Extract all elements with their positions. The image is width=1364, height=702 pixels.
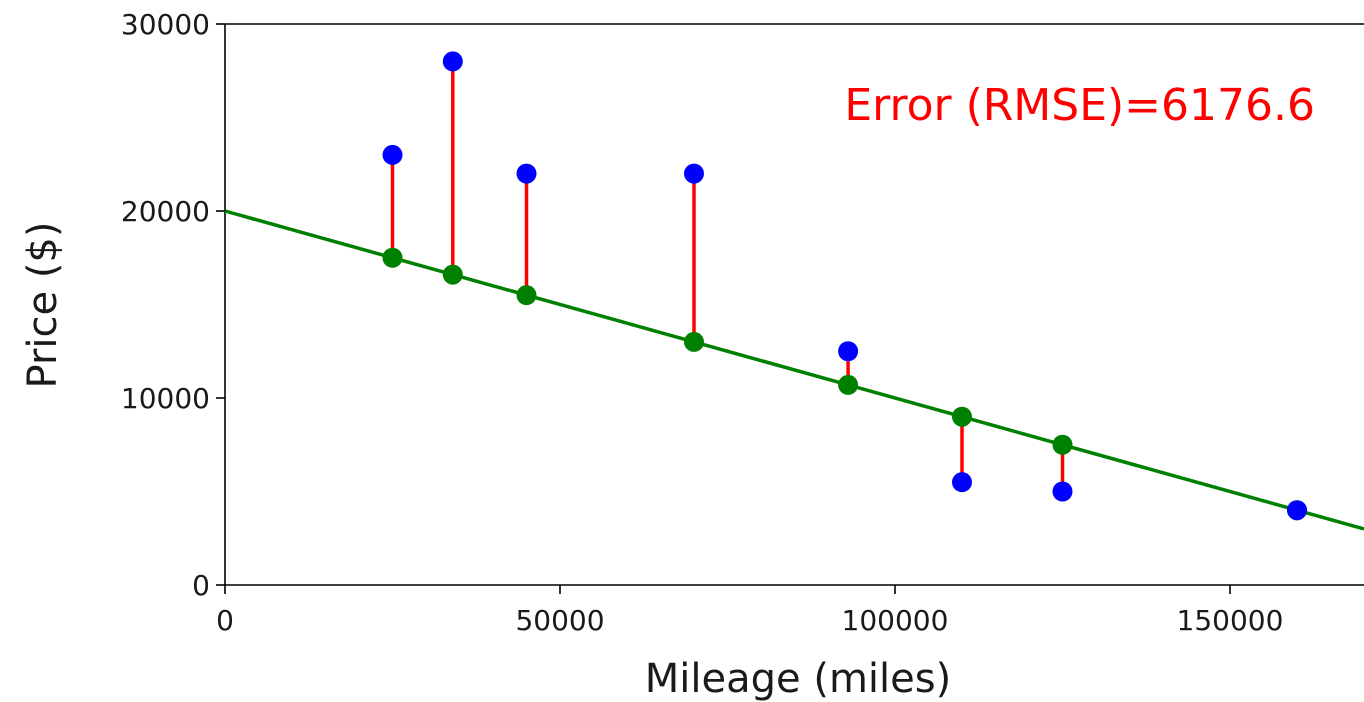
observed-point xyxy=(952,472,972,493)
x-tick-label: 0 xyxy=(216,604,234,637)
observed-point xyxy=(516,163,537,184)
regression-line-group xyxy=(224,209,1364,531)
predicted-point xyxy=(442,264,463,285)
rmse-annotation: Error (RMSE)=6176.6 xyxy=(844,80,1315,131)
observed-point xyxy=(382,144,403,165)
observed-point xyxy=(838,341,859,362)
observed-point xyxy=(1052,481,1073,502)
predicted-point xyxy=(516,285,537,306)
observed-points xyxy=(382,51,1307,521)
y-axis-ticks: 0 10000 20000 30000 xyxy=(121,8,225,602)
y-tick-label: 30000 xyxy=(121,8,210,41)
observed-point xyxy=(442,51,463,72)
predicted-point xyxy=(838,374,859,395)
y-axis-label: Price ($) xyxy=(20,222,66,389)
y-tick-label: 10000 xyxy=(121,382,210,415)
y-tick-label: 20000 xyxy=(121,195,210,228)
x-axis-ticks: 0 50000 100000 150000 xyxy=(216,585,1283,637)
x-tick-label: 100000 xyxy=(842,604,949,637)
axes-frame xyxy=(224,23,1364,586)
predicted-point xyxy=(382,247,403,268)
predicted-points xyxy=(382,247,1307,521)
predicted-point xyxy=(684,331,704,352)
x-tick-label: 150000 xyxy=(1177,604,1284,637)
x-tick-label: 50000 xyxy=(515,604,604,637)
predicted-point xyxy=(952,406,972,427)
predicted-point xyxy=(1052,434,1073,455)
x-axis-label: Mileage (miles) xyxy=(645,656,951,702)
y-tick-label: 0 xyxy=(192,569,210,602)
observed-point xyxy=(684,163,704,184)
regression-line xyxy=(224,209,1364,531)
observed-point xyxy=(1287,500,1307,521)
